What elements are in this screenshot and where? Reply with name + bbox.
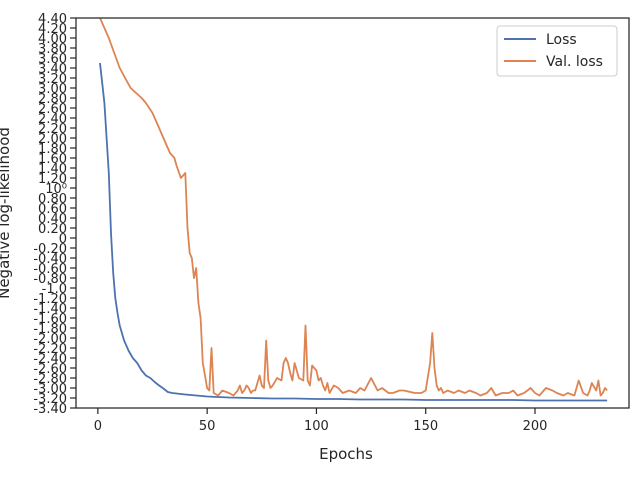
y-tick-label: 1.60 — [38, 152, 67, 167]
x-axis-label: Epochs — [319, 445, 373, 463]
x-tick-label: 150 — [413, 419, 438, 434]
y-tick-label: 2.60 — [38, 102, 67, 117]
y-tick-label: 0 — [59, 232, 67, 247]
y-tick-label: 1.80 — [38, 142, 67, 157]
x-axis-ticks: 0 50 100 150 200 — [94, 408, 548, 434]
y-tick-label: 0.80 — [38, 192, 67, 207]
legend-label-loss: Loss — [546, 32, 577, 48]
series-layer — [99, 17, 608, 402]
y-tick-label: 2.80 — [38, 92, 67, 107]
y-tick-label: 3.40 — [38, 62, 67, 77]
y-tick-label: -3.40 — [33, 402, 67, 417]
y-tick-label: -1.60 — [33, 312, 67, 327]
y-tick-label: -0.60 — [33, 262, 67, 277]
y-tick-label: 10⁰ — [45, 182, 67, 197]
x-tick-label: 200 — [523, 419, 548, 434]
y-tick-label: 1.20 — [38, 172, 67, 187]
y-tick-label: -1.40 — [33, 302, 67, 317]
y-tick-label: 3.20 — [38, 72, 67, 87]
y-tick-label: 1.40 — [38, 162, 67, 177]
y-tick-label: -0.80 — [33, 272, 67, 287]
y-tick-label: -1.80 — [33, 322, 67, 337]
y-tick-label: 2.00 — [38, 132, 67, 147]
y-tick-label: 0.40 — [38, 212, 67, 227]
x-tick-label: 100 — [304, 419, 329, 434]
series-line-loss — [99, 62, 608, 402]
y-tick-label: -0.20 — [33, 242, 67, 257]
y-tick-label: 4.40 — [38, 12, 67, 27]
y-tick-label: -2.00 — [33, 332, 67, 347]
y-tick-label: -3.20 — [33, 392, 67, 407]
y-tick-label: 4.20 — [38, 22, 67, 37]
y-axis-ticks: -3.40-3.20-3.00-2.80-2.60-2.40-2.20-2.00… — [33, 12, 76, 417]
y-tick-label: -2.60 — [33, 362, 67, 377]
y-tick-label: 4.00 — [38, 32, 67, 47]
legend: Loss Val. loss — [496, 25, 618, 77]
y-tick-label: 3.00 — [38, 82, 67, 97]
y-axis-label: Negative log-likelihood — [0, 127, 13, 299]
y-tick-label: -2.40 — [33, 352, 67, 367]
x-tick-label: 0 — [94, 419, 102, 434]
y-tick-label: -3.00 — [33, 382, 67, 397]
y-tick-label: 3.60 — [38, 52, 67, 67]
y-tick-label: -1.0 — [42, 282, 67, 297]
y-tick-label: -1.20 — [33, 292, 67, 307]
series-line-val-loss — [99, 17, 608, 397]
plot-area — [76, 18, 629, 408]
y-tick-label: 0.20 — [38, 222, 67, 237]
y-tick-label: 0.60 — [38, 202, 67, 217]
y-tick-label: 3.80 — [38, 42, 67, 57]
y-tick-label: -0.40 — [33, 252, 67, 267]
y-tick-label: -2.20 — [33, 342, 67, 357]
y-tick-label: 2.20 — [38, 122, 67, 137]
plot-frame — [75, 17, 630, 409]
y-tick-label: 2.40 — [38, 112, 67, 127]
y-tick-label: -2.80 — [33, 372, 67, 387]
x-tick-label: 50 — [199, 419, 216, 434]
legend-label-val-loss: Val. loss — [546, 54, 603, 70]
